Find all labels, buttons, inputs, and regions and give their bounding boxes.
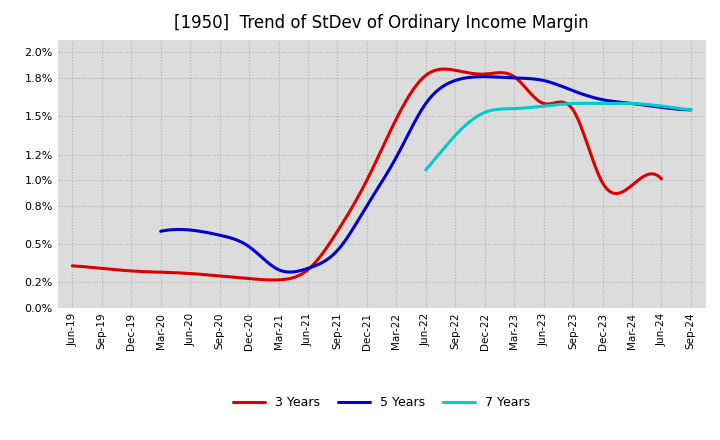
Legend: 3 Years, 5 Years, 7 Years: 3 Years, 5 Years, 7 Years — [228, 392, 535, 414]
5 Years — [156, 229, 165, 234]
7 Years — [687, 107, 696, 113]
5 Years — [687, 107, 696, 113]
5 Years — [479, 74, 487, 79]
3 Years — [431, 68, 439, 73]
7 Years — [578, 101, 587, 106]
3 Years — [657, 176, 666, 182]
Line: 3 Years: 3 Years — [72, 69, 662, 280]
7 Years — [423, 166, 431, 172]
5 Years — [158, 228, 167, 234]
7 Years — [580, 101, 588, 106]
7 Years — [646, 102, 654, 107]
3 Years — [419, 75, 428, 81]
5 Years — [607, 99, 616, 104]
5 Years — [641, 103, 649, 108]
3 Years — [70, 263, 78, 268]
3 Years — [269, 277, 278, 282]
3 Years — [420, 73, 429, 79]
5 Years — [474, 74, 482, 79]
7 Years — [580, 101, 589, 106]
3 Years — [568, 107, 577, 112]
Line: 7 Years: 7 Years — [426, 103, 691, 170]
3 Years — [441, 66, 449, 72]
5 Years — [485, 74, 493, 79]
Title: [1950]  Trend of StDev of Ordinary Income Margin: [1950] Trend of StDev of Ordinary Income… — [174, 15, 589, 33]
3 Years — [606, 189, 614, 194]
7 Years — [662, 104, 671, 110]
7 Years — [421, 167, 430, 172]
5 Years — [286, 269, 294, 275]
7 Years — [585, 101, 593, 106]
Line: 5 Years: 5 Years — [161, 77, 691, 272]
3 Years — [68, 263, 76, 268]
5 Years — [472, 74, 481, 80]
